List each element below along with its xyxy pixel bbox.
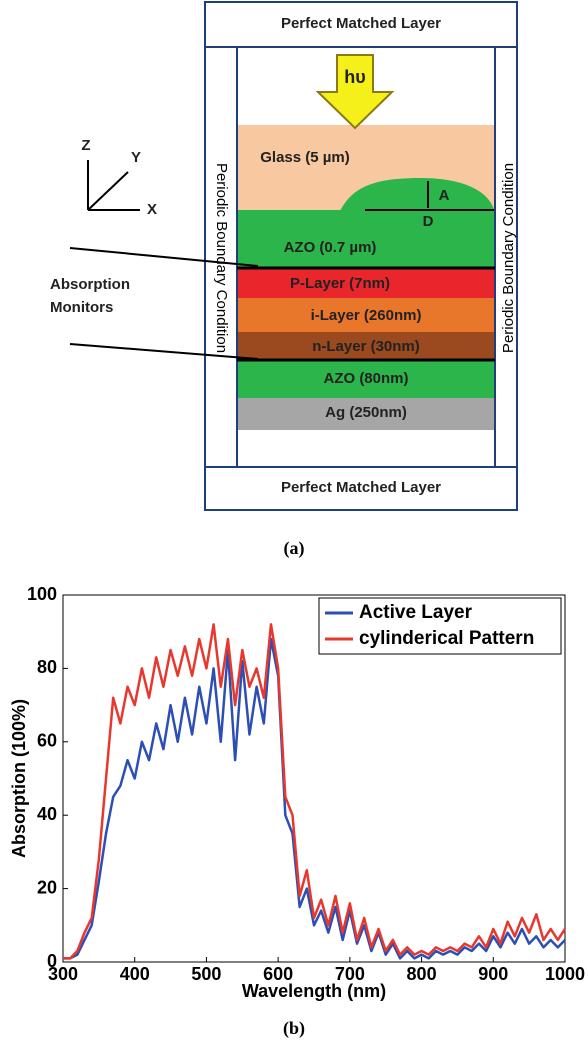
label: AZO (0.7 µm) bbox=[284, 239, 377, 256]
label: n-Layer (30nm) bbox=[312, 338, 420, 355]
figure: Perfect Matched Layer Perfect Matched La… bbox=[0, 0, 588, 1055]
y-tick-label: 80 bbox=[37, 657, 57, 677]
y-axis-label: Absorption (100%) bbox=[9, 699, 29, 858]
y-tick-label: 0 bbox=[47, 951, 57, 971]
y-tick-label: 20 bbox=[37, 877, 57, 897]
label: i-Layer (260nm) bbox=[311, 307, 422, 324]
diagram: Perfect Matched Layer Perfect Matched La… bbox=[50, 2, 517, 559]
label: Perfect Matched Layer bbox=[281, 15, 441, 32]
y-tick-label: 100 bbox=[27, 584, 57, 604]
axis-arrow bbox=[88, 172, 128, 210]
label: D bbox=[423, 213, 434, 230]
x-axis-label: Wavelength (nm) bbox=[242, 981, 386, 1001]
label: Periodic Boundary Condition bbox=[500, 163, 517, 353]
x-tick-label: 800 bbox=[407, 964, 437, 984]
legend-label: cylinderical Pattern bbox=[359, 628, 534, 649]
label: Perfect Matched Layer bbox=[281, 479, 441, 496]
label: A bbox=[439, 187, 450, 204]
label: Absorption bbox=[50, 276, 130, 293]
label: Ag (250nm) bbox=[325, 404, 407, 421]
label: Y bbox=[131, 149, 141, 166]
x-tick-label: 500 bbox=[191, 964, 221, 984]
label: P-Layer (7nm) bbox=[290, 275, 390, 292]
x-tick-label: 1000 bbox=[545, 964, 585, 984]
legend-label: Active Layer bbox=[359, 602, 473, 623]
y-tick-label: 40 bbox=[37, 804, 57, 824]
x-tick-label: 400 bbox=[120, 964, 150, 984]
label: AZO (80nm) bbox=[323, 370, 408, 387]
page: Perfect Matched Layer Perfect Matched La… bbox=[0, 0, 588, 1060]
x-tick-label: 900 bbox=[478, 964, 508, 984]
y-tick-label: 60 bbox=[37, 731, 57, 751]
label: Monitors bbox=[50, 299, 113, 316]
caption: (a) bbox=[284, 538, 305, 559]
label: Z bbox=[81, 137, 90, 154]
caption: (b) bbox=[283, 1018, 305, 1039]
label: Periodic Boundary Condition bbox=[213, 163, 230, 353]
label: X bbox=[147, 201, 157, 218]
label: hυ bbox=[344, 67, 365, 87]
label: Glass (5 µm) bbox=[260, 149, 350, 166]
